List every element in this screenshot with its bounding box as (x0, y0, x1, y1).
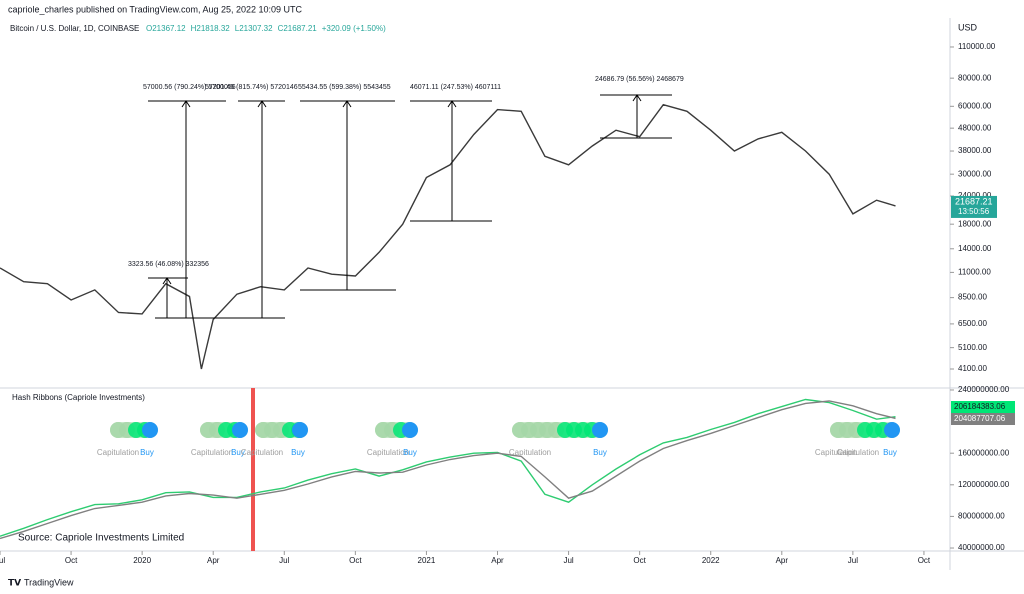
y-tick-label: 30000.00 (958, 169, 992, 178)
signal-label: Capitulation (509, 448, 551, 457)
tv-logo: 𝗧𝗩 (8, 577, 21, 587)
signal-label: Buy (593, 448, 607, 457)
x-tick-label: Oct (633, 556, 646, 565)
buy-dot (292, 422, 308, 438)
series-line (0, 400, 896, 540)
buy-dot (232, 422, 248, 438)
ohlc-value: +320.09 (+1.50%) (322, 24, 386, 33)
y-tick-label: 6500.00 (958, 319, 987, 328)
x-tick-label: Apr (776, 556, 789, 565)
measure-label: 24686.79 (56.56%) 2468679 (595, 76, 684, 83)
header: capriole_charles published on TradingVie… (8, 4, 303, 14)
hash-label: 206184383.06 (954, 402, 1006, 411)
x-tick-label: 2020 (133, 556, 151, 565)
signal-label: Buy (403, 448, 417, 457)
ohlc-value: L21307.32 (235, 24, 273, 33)
source: Source: Capriole Investments Limited (18, 533, 184, 544)
hash-label-box (951, 401, 1015, 413)
series-line (0, 103, 896, 370)
x-tick-label: Jul (848, 556, 858, 565)
y-tick-label: 80000000.00 (958, 512, 1005, 521)
y-tick-label: 11000.00 (958, 268, 991, 277)
y-tick-label: 120000000.00 (958, 480, 1010, 489)
y-tick-label: 60000.00 (958, 101, 992, 110)
indicator-title: Hash Ribbons (Capriole Investments) (12, 393, 145, 402)
y-tick-label: 160000000.00 (958, 448, 1010, 457)
last-price: 21687.21 (955, 196, 993, 206)
hash-label: 204087707.06 (954, 414, 1006, 423)
currency: USD (958, 22, 978, 32)
signal-label: Buy (140, 448, 154, 457)
y-tick-label: 4100.00 (958, 364, 987, 373)
signal-label: Buy (291, 448, 305, 457)
ohlc-value: O21367.12 (146, 24, 186, 33)
y-tick-label: 80000.00 (958, 73, 992, 82)
x-tick-label: Oct (65, 556, 78, 565)
measure-label: 57201.46 (815.74%) 5720146 (205, 84, 298, 91)
x-tick-label: Jul (279, 556, 289, 565)
x-tick-label: Jul (563, 556, 573, 565)
x-tick-label: Jul (0, 556, 5, 565)
countdown: 13:50:56 (958, 207, 990, 216)
last-price-box (951, 195, 997, 218)
x-tick-label: 2021 (418, 556, 436, 565)
y-tick-label: 110000.00 (958, 42, 996, 51)
footer: TradingView (24, 577, 74, 587)
buy-dot (592, 422, 608, 438)
x-tick-label: Apr (491, 556, 504, 565)
signal-label: Capitulation (97, 448, 139, 457)
y-tick-label: 8500.00 (958, 293, 987, 302)
signal-label: Capitulation (191, 448, 233, 457)
y-tick-label: 24000.00 (958, 191, 992, 200)
series-line (0, 398, 896, 537)
hash-label-box (951, 413, 1015, 425)
signal-label: Buy (883, 448, 897, 457)
measure-label: 55434.55 (599.38%) 5543455 (298, 84, 391, 91)
y-tick-label: 240000000.00 (958, 385, 1010, 394)
symbol: Bitcoin / U.S. Dollar, 1D, COINBASE (10, 24, 139, 33)
y-tick-label: 40000000.00 (958, 543, 1005, 552)
halving-marker (251, 388, 255, 551)
measure-label: 3323.56 (46.08%) 332356 (128, 261, 209, 268)
x-tick-label: Oct (918, 556, 931, 565)
signal-label: Capitulation (241, 448, 283, 457)
x-tick-label: Apr (207, 556, 220, 565)
y-tick-label: 18000.00 (958, 219, 992, 228)
buy-dot (402, 422, 418, 438)
signal-label: Capitulation (815, 448, 857, 457)
buy-dot (884, 422, 900, 438)
signal-label: Capitulation (837, 448, 879, 457)
y-tick-label: 5100.00 (958, 343, 987, 352)
y-tick-label: 14000.00 (958, 244, 992, 253)
signal-label: Buy (231, 448, 245, 457)
measure-label: 46071.11 (247.53%) 4607111 (410, 84, 501, 91)
y-tick-label: 38000.00 (958, 146, 992, 155)
x-tick-label: Oct (349, 556, 362, 565)
ohlc-value: H21818.32 (191, 24, 231, 33)
y-tick-label: 48000.00 (958, 123, 992, 132)
x-tick-label: 2022 (702, 556, 720, 565)
signal-label: Capitulation (367, 448, 409, 457)
buy-dot (142, 422, 158, 438)
measure-label: 57000.56 (790.24%) 5700056 (143, 84, 236, 91)
ohlc-value: C21687.21 (278, 24, 318, 33)
